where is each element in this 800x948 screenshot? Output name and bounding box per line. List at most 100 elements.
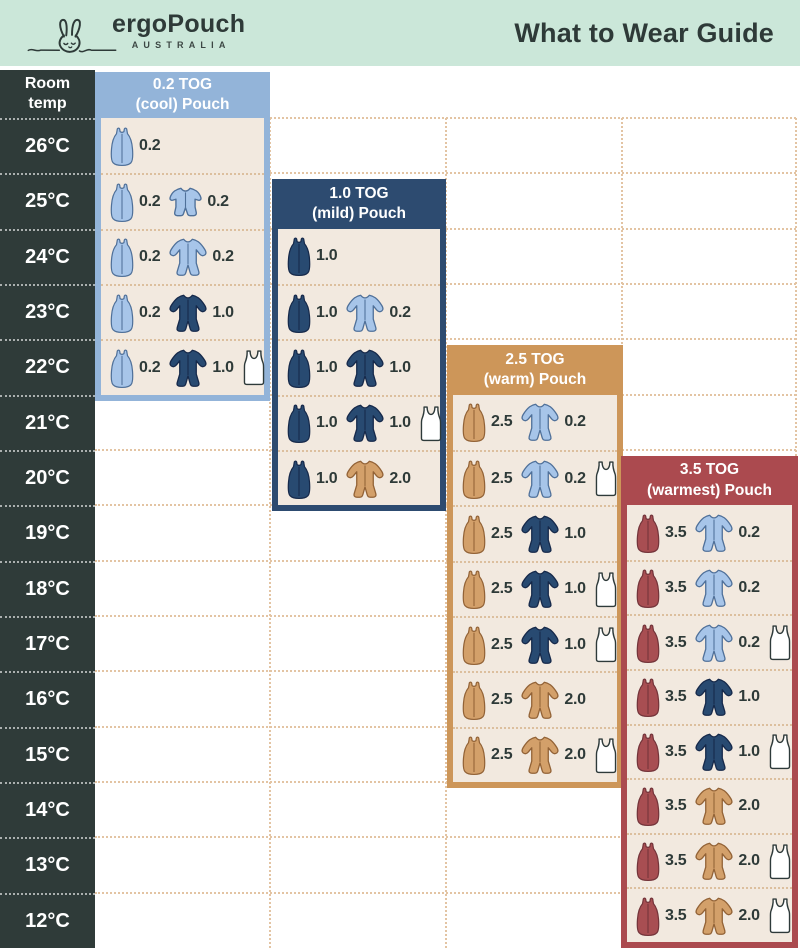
outfit-item: 1.0 bbox=[344, 348, 411, 388]
bag-icon bbox=[460, 624, 488, 666]
pouch-row: 2.5 2.0 bbox=[453, 671, 617, 726]
outfit-item: 2.0 bbox=[693, 841, 760, 881]
pouch-subtitle: (mild) Pouch bbox=[312, 204, 406, 222]
outfit-item: 1.0 bbox=[285, 347, 338, 389]
pouch-row: 1.0 1.0 bbox=[278, 339, 440, 394]
bag-icon bbox=[634, 567, 662, 609]
tog-value: 2.5 bbox=[491, 690, 513, 708]
bag-icon bbox=[460, 458, 488, 500]
pouch-title: 1.0 TOG bbox=[329, 184, 389, 202]
outfit-item: 1.0 bbox=[344, 403, 411, 443]
temp-row: 17°C bbox=[0, 615, 95, 671]
temp-row: 16°C bbox=[0, 671, 95, 726]
singlet-icon bbox=[593, 737, 619, 774]
tog-value: 0.2 bbox=[212, 248, 234, 266]
pouch-header: 2.5 TOG (warm) Pouch bbox=[453, 345, 617, 394]
suit-icon bbox=[344, 293, 386, 333]
pouch-title: 3.5 TOG bbox=[679, 461, 740, 479]
outfit-item: 3.5 bbox=[634, 731, 687, 773]
suit-icon bbox=[693, 513, 735, 553]
pouch-row: 3.5 1.0 bbox=[627, 669, 792, 724]
outfit-item bbox=[767, 624, 793, 661]
outfit-item: 1.0 bbox=[693, 677, 760, 717]
tog-value: 1.0 bbox=[212, 303, 234, 321]
pouch-row: 3.5 2.0 bbox=[627, 832, 793, 888]
outfit-item: 2.5 bbox=[460, 568, 513, 610]
singlet-icon bbox=[593, 571, 619, 608]
suit-icon bbox=[344, 348, 386, 388]
outfit-item: 2.5 bbox=[460, 734, 513, 776]
bag-icon bbox=[108, 181, 136, 223]
tog-value: 1.0 bbox=[212, 358, 234, 376]
outfit-item: 0.2 bbox=[693, 513, 760, 553]
bag-icon bbox=[634, 840, 662, 882]
outfit-item: 1.0 bbox=[285, 458, 338, 500]
suit-icon bbox=[693, 732, 735, 772]
singlet-icon bbox=[418, 405, 444, 442]
tog-value: 0.2 bbox=[738, 523, 760, 541]
room-temp-header-line1: Room bbox=[24, 75, 71, 92]
tog-value: 1.0 bbox=[738, 742, 760, 760]
pouch-row: 2.5 1.0 bbox=[453, 505, 617, 560]
tog-value: 0.2 bbox=[139, 192, 161, 210]
suit-icon bbox=[167, 293, 209, 333]
tog-value: 1.0 bbox=[564, 580, 586, 598]
tog-value: 2.5 bbox=[491, 413, 513, 431]
bag-icon bbox=[634, 512, 662, 554]
singlet-icon bbox=[767, 733, 793, 770]
outfit-item: 1.0 bbox=[167, 348, 234, 388]
tog-value: 1.0 bbox=[316, 414, 338, 432]
outfit-item: 0.2 bbox=[693, 623, 760, 663]
tog-value: 1.0 bbox=[564, 635, 586, 653]
singlet-icon bbox=[767, 897, 793, 934]
bag-icon bbox=[460, 679, 488, 721]
tog-value: 2.0 bbox=[738, 852, 760, 870]
pouch-subtitle: (cool) Pouch bbox=[135, 96, 230, 113]
bag-icon bbox=[634, 676, 662, 718]
bag-icon bbox=[634, 622, 662, 664]
tog-value: 0.2 bbox=[389, 303, 411, 321]
singlet-icon bbox=[767, 843, 793, 880]
tog-value: 1.0 bbox=[316, 303, 338, 321]
tog-value: 1.0 bbox=[316, 358, 338, 376]
outfit-item: 3.5 bbox=[634, 676, 687, 718]
brand-text: ergoPouch AUSTRALIA bbox=[112, 12, 245, 58]
tog-value: 1.0 bbox=[316, 247, 338, 265]
suit-icon bbox=[344, 403, 386, 443]
bag-icon bbox=[634, 895, 662, 937]
suit-icon bbox=[693, 568, 735, 608]
outfit-item: 0.2 bbox=[108, 181, 161, 223]
suit-icon bbox=[693, 786, 735, 826]
outfit-item: 2.0 bbox=[344, 459, 411, 499]
tog-value: 2.5 bbox=[491, 746, 513, 764]
tog-panel-2-5-tog: 2.5 TOG (warm) Pouch 2.5 0.2 2.5 0.2 2.5 1.0 2.5… bbox=[447, 345, 623, 788]
outfit-item: 0.2 bbox=[108, 125, 161, 167]
pouch-body: 0.2 0.2 0.2 0.2 0.2 0.2 1.0 0.2 1.0 bbox=[101, 118, 264, 395]
suit-icon bbox=[693, 623, 735, 663]
temp-row: 24°C bbox=[0, 228, 95, 284]
singlet-icon bbox=[593, 460, 619, 497]
pouch-row: 0.2 0.2 bbox=[101, 173, 264, 228]
outfit-item: 3.5 bbox=[634, 622, 687, 664]
tog-value: 0.2 bbox=[564, 469, 586, 487]
tog-value: 0.2 bbox=[139, 303, 161, 321]
bag-icon bbox=[108, 125, 136, 167]
outfit-item bbox=[767, 733, 793, 770]
pouch-row: 0.2 1.0 bbox=[101, 339, 264, 394]
tog-panel-3-5-tog: 3.5 TOG (warmest) Pouch 3.5 0.2 3.5 0.2 3.5 0.2… bbox=[621, 455, 798, 948]
outfit-item: 1.0 bbox=[693, 732, 760, 772]
tog-value: 3.5 bbox=[665, 906, 687, 924]
outfit-item: 0.2 bbox=[693, 568, 760, 608]
room-temp-header-line2: temp bbox=[28, 95, 67, 112]
room-temp-header: Room temp bbox=[0, 70, 95, 118]
pouch-title: 2.5 TOG bbox=[505, 350, 565, 368]
tog-value: 3.5 bbox=[665, 797, 687, 815]
outfit-item: 1.0 bbox=[285, 292, 338, 334]
outfit-item: 3.5 bbox=[634, 567, 687, 609]
temp-row: 26°C bbox=[0, 118, 95, 173]
tog-value: 0.2 bbox=[207, 192, 229, 210]
temp-row: 18°C bbox=[0, 560, 95, 616]
outfit-item: 1.0 bbox=[285, 235, 338, 277]
tog-value: 1.0 bbox=[389, 358, 411, 376]
